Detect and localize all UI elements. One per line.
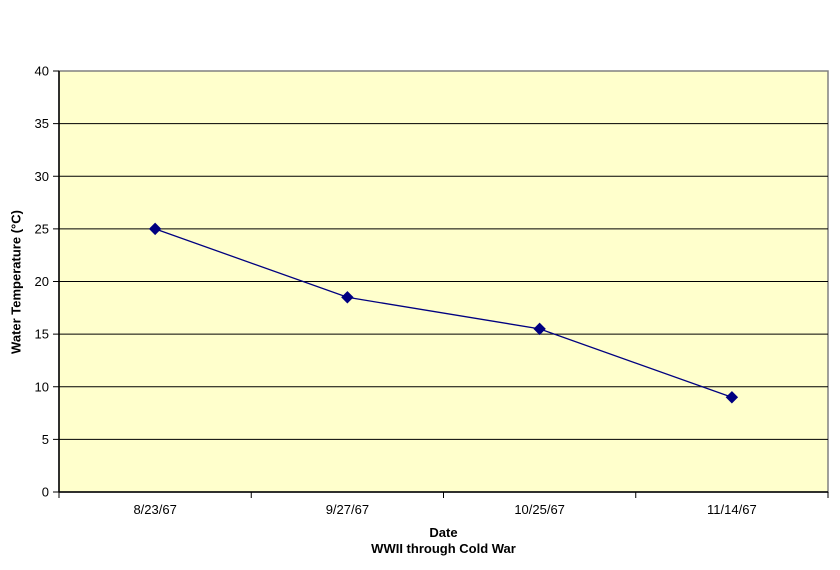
- y-tick-label: 5: [42, 432, 49, 447]
- y-tick-label: 25: [35, 221, 49, 236]
- x-tick-label: 10/25/67: [514, 502, 565, 517]
- series-line: [154, 228, 733, 398]
- y-tick-label: 0: [42, 485, 49, 500]
- y-tick-label: 20: [35, 274, 49, 289]
- y-tick-label: 10: [35, 379, 49, 394]
- x-tick-label: 9/27/67: [326, 502, 369, 517]
- y-tick-label: 15: [35, 327, 49, 342]
- data-point-marker: [725, 391, 739, 404]
- x-axis-title: Date: [429, 525, 458, 540]
- data-point-marker: [533, 322, 546, 336]
- y-tick-label: 30: [35, 169, 49, 184]
- y-tick-label: 35: [35, 116, 49, 131]
- y-axis-title: Water Temperature (°C): [8, 210, 24, 354]
- y-tick-label: 40: [35, 64, 49, 79]
- x-tick-label: 11/14/67: [707, 502, 757, 517]
- x-tick-label: 8/23/67: [133, 502, 176, 517]
- x-axis-subtitle: WWII through Cold War: [371, 541, 516, 556]
- data-point-marker: [148, 222, 162, 236]
- data-point-marker: [341, 291, 354, 304]
